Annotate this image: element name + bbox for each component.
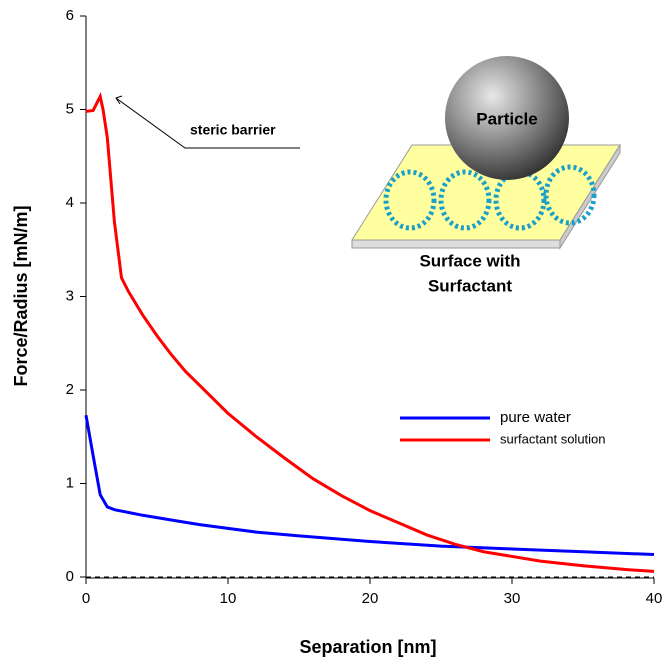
- surface-side: [559, 143, 621, 250]
- x-tick-label: 40: [646, 590, 663, 607]
- surface-edge: [351, 239, 561, 249]
- particle: [445, 56, 569, 180]
- y-tick-label: 1: [66, 474, 74, 491]
- y-tick-label: 5: [66, 100, 74, 117]
- y-tick-label: 2: [66, 381, 74, 398]
- x-tick-label: 10: [220, 590, 237, 607]
- annotation-arrowhead: [115, 95, 123, 105]
- series-line: [85, 91, 655, 573]
- y-tick-label: 0: [66, 568, 74, 585]
- annotation: steric barrier: [115, 95, 300, 149]
- inset-label: Particle: [476, 109, 537, 128]
- y-tick-label: 6: [66, 7, 74, 24]
- legend-label: surfactant solution: [500, 431, 606, 446]
- legend-label: pure water: [500, 409, 571, 426]
- x-tick-label: 20: [362, 590, 379, 607]
- x-axis-label: Separation [nm]: [299, 637, 436, 657]
- y-tick-label: 4: [66, 194, 74, 211]
- x-tick-label: 0: [82, 590, 90, 607]
- inset-label: Surfactant: [428, 276, 512, 295]
- y-axis-label: Force/Radius [mN/m]: [11, 205, 31, 386]
- x-tick-label: 30: [504, 590, 521, 607]
- inset-illustration: Particle Surface with Surfactant: [351, 56, 621, 295]
- annotation-arrow: [115, 97, 300, 149]
- y-tick-label: 3: [66, 287, 74, 304]
- inset-label: Surface with: [419, 251, 520, 270]
- annotation-text: steric barrier: [190, 122, 276, 138]
